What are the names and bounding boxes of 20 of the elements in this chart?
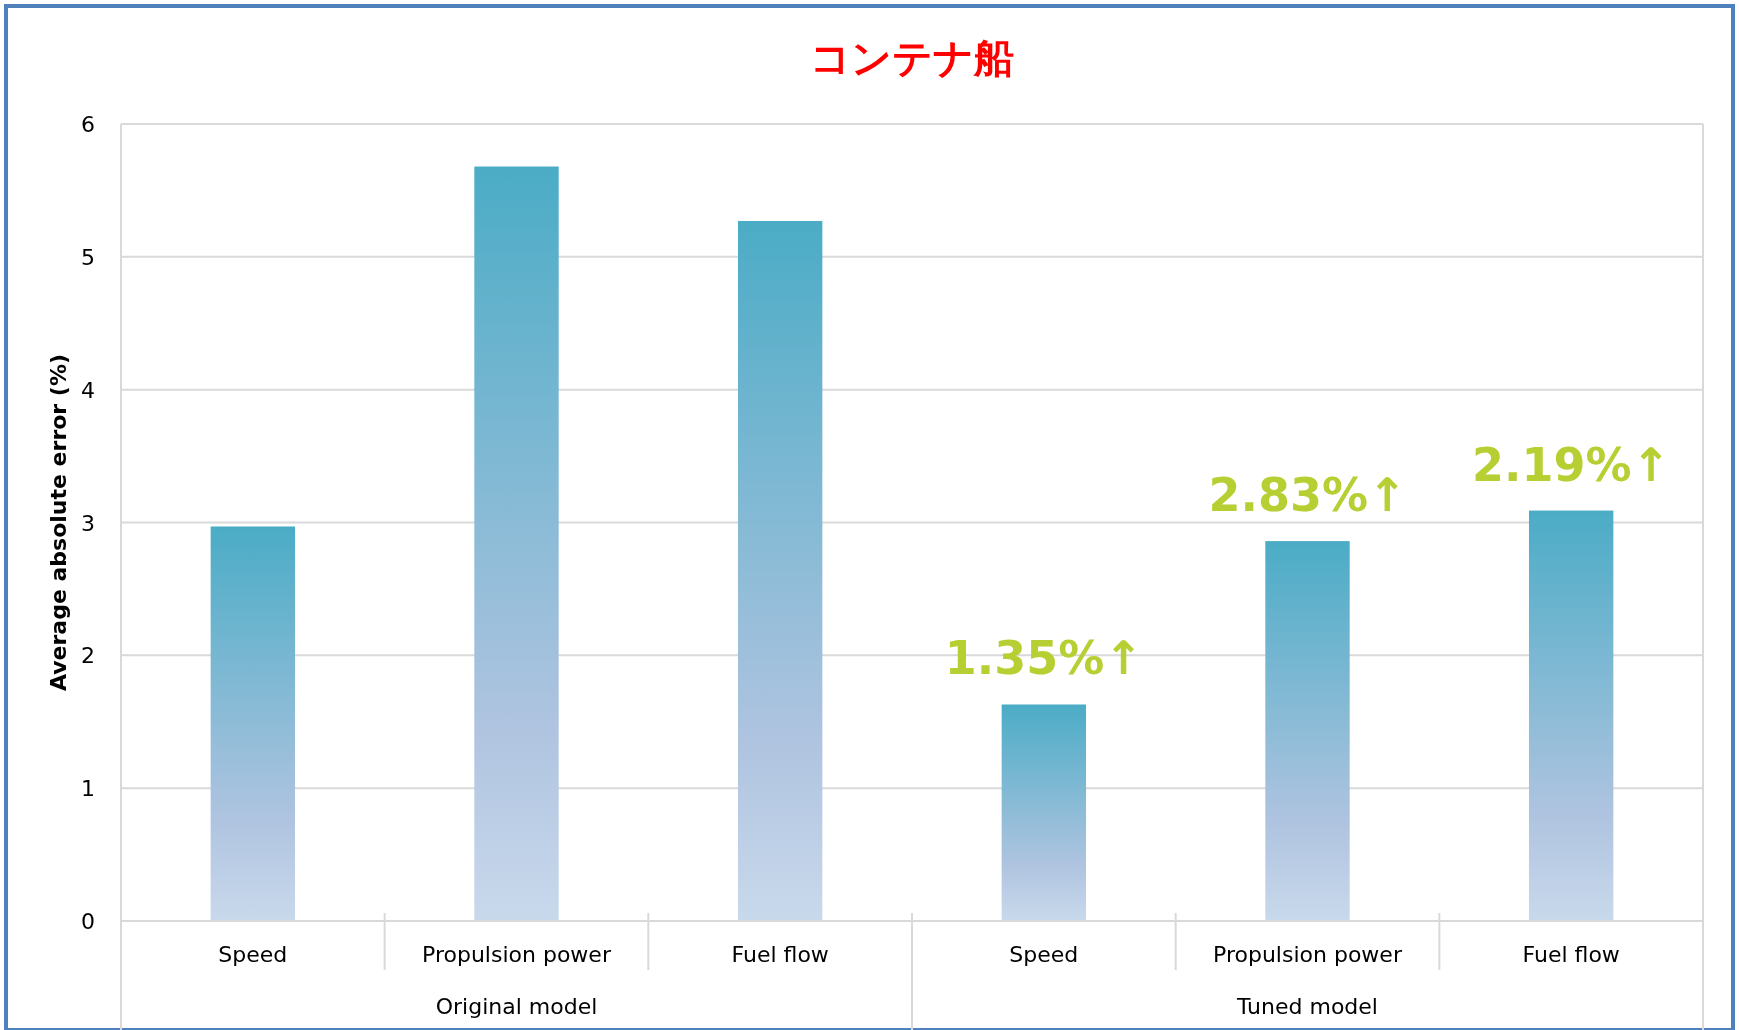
x-tick-label: Fuel flow [1522, 942, 1620, 967]
x-tick-label: Speed [1009, 942, 1079, 967]
chart-title: コンテナ船 [810, 35, 1014, 81]
y-axis-title: Average absolute error (%) [46, 353, 71, 692]
x-tick-label: Propulsion power [422, 942, 612, 967]
annotation: 2.19%↑ [1472, 437, 1671, 492]
y-tick-label: 4 [81, 377, 95, 403]
y-tick-label: 5 [81, 244, 95, 270]
y-tick-label: 3 [81, 510, 95, 536]
y-tick-label: 0 [81, 909, 95, 934]
text: Original model [435, 994, 598, 1019]
y-tick-label: 6 [81, 112, 95, 137]
x-tick-label: Propulsion power [1213, 942, 1403, 967]
x-tick-label: Speed [218, 942, 288, 967]
y-tick-label: 1 [81, 776, 95, 802]
y-tick-label: 2 [81, 643, 95, 669]
annotation: 1.35%↑ [944, 631, 1143, 686]
annotation: 2.83%↑ [1208, 468, 1407, 523]
x-tick-label: Fuel flow [731, 942, 829, 967]
text: Tuned model [1236, 994, 1378, 1019]
